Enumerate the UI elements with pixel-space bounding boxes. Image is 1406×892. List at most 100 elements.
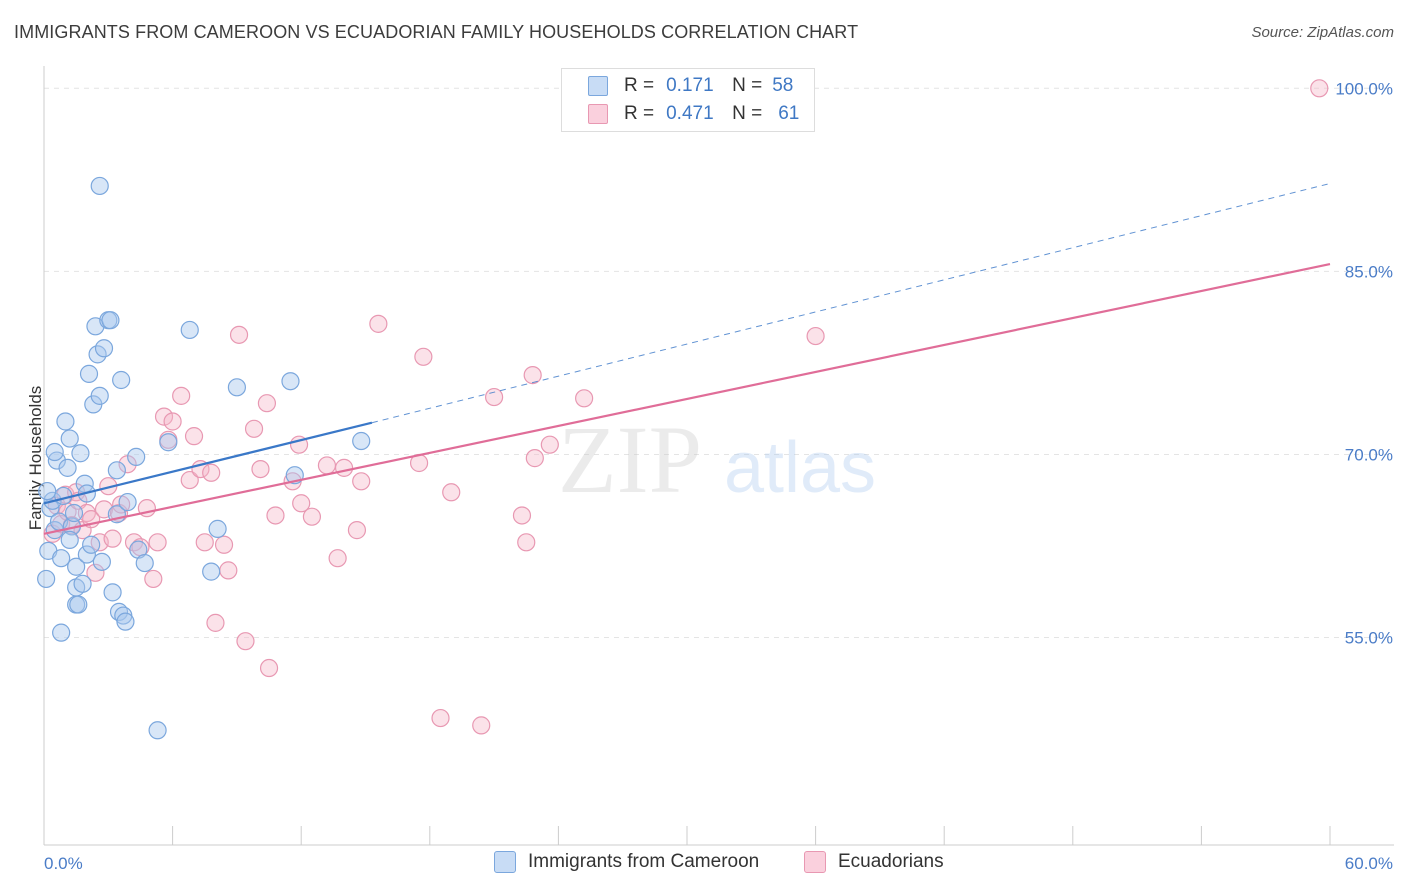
data-point-cameroon bbox=[60, 429, 79, 448]
data-point-cameroon bbox=[103, 583, 122, 602]
y-tick-label: 100.0% bbox=[1335, 79, 1393, 98]
data-point-cameroon bbox=[148, 721, 167, 740]
x-tick-label: 60.0% bbox=[1345, 854, 1393, 873]
data-point-cameroon bbox=[45, 442, 64, 462]
trend-line-cameroon bbox=[43, 421, 373, 505]
trend-lines bbox=[43, 183, 1331, 535]
legend-r-value: 0.171 bbox=[666, 75, 714, 96]
data-point-cameroon bbox=[52, 549, 71, 568]
gridlines bbox=[44, 87, 1394, 639]
data-point-ecuadorians bbox=[302, 507, 322, 526]
data-point-cameroon bbox=[60, 530, 79, 549]
data-point-cameroon bbox=[41, 499, 60, 518]
data-point-ecuadorians bbox=[442, 483, 461, 502]
legend-r-label: R = bbox=[624, 75, 655, 96]
data-point-ecuadorians bbox=[472, 716, 491, 735]
data-point-ecuadorians bbox=[517, 533, 536, 552]
y-tick-label: 85.0% bbox=[1345, 262, 1393, 281]
data-point-ecuadorians bbox=[180, 470, 199, 490]
stats-legend: R = 0.171 N = 58 R = 0.471 N = 61 bbox=[561, 68, 815, 132]
data-point-cameroon bbox=[135, 553, 154, 573]
data-point-cameroon bbox=[116, 612, 135, 631]
data-point-ecuadorians bbox=[214, 535, 234, 554]
legend-n-value: 58 bbox=[772, 75, 794, 96]
data-point-ecuadorians bbox=[266, 506, 285, 525]
data-point-cameroon bbox=[38, 481, 57, 501]
legend-label-cameroon: Immigrants from Cameroon bbox=[528, 851, 760, 872]
data-point-ecuadorians bbox=[184, 427, 204, 446]
legend-label-ecuadorians: Ecuadorians bbox=[838, 851, 944, 872]
data-point-cameroon bbox=[227, 378, 246, 397]
data-point-ecuadorians bbox=[103, 529, 122, 548]
data-point-cameroon bbox=[92, 552, 111, 571]
legend-item-ecuadorians[interactable]: Ecuadorians bbox=[804, 851, 944, 873]
data-point-ecuadorians bbox=[172, 386, 191, 405]
legend-item-cameroon[interactable]: Immigrants from Cameroon bbox=[494, 851, 759, 873]
legend-row-cameroon: R = 0.171 N = 58 bbox=[588, 75, 793, 97]
data-point-ecuadorians bbox=[219, 561, 238, 580]
data-point-ecuadorians bbox=[144, 569, 163, 589]
data-point-cameroon bbox=[101, 311, 120, 330]
y-tick-label: 55.0% bbox=[1345, 629, 1393, 648]
data-point-ecuadorians bbox=[334, 458, 354, 477]
data-point-cameroon bbox=[37, 569, 56, 589]
watermark: ZIP atlas bbox=[558, 406, 876, 513]
data-point-cameroon bbox=[67, 557, 86, 576]
legend-row-ecuadorians: R = 0.471 N = 61 bbox=[588, 103, 799, 125]
legend-r-label: R = bbox=[624, 103, 655, 124]
data-point-ecuadorians bbox=[512, 506, 532, 525]
data-point-cameroon bbox=[82, 535, 101, 554]
data-point-ecuadorians bbox=[414, 347, 433, 366]
legend-n-label: N = bbox=[732, 103, 763, 124]
legend-swatch-ecuadorians bbox=[588, 104, 608, 124]
watermark-zip: ZIP bbox=[558, 406, 702, 513]
data-point-cameroon bbox=[52, 623, 71, 642]
data-point-ecuadorians bbox=[206, 613, 225, 632]
data-point-cameroon bbox=[71, 444, 90, 463]
data-point-ecuadorians bbox=[485, 387, 504, 407]
tick-labels: 55.0% 70.0% 85.0% 100.0% 0.0% 60.0% bbox=[44, 79, 1393, 873]
source-note: Source: ZipAtlas.com bbox=[1251, 24, 1394, 41]
trend-extension-cameroon bbox=[371, 183, 1331, 424]
data-point-cameroon bbox=[58, 458, 77, 477]
data-point-cameroon bbox=[69, 595, 88, 614]
data-point-cameroon bbox=[118, 492, 137, 512]
data-point-cameroon bbox=[56, 412, 75, 431]
data-point-cameroon bbox=[79, 364, 99, 383]
chart-title: IMMIGRANTS FROM CAMEROON VS ECUADORIAN F… bbox=[14, 22, 859, 42]
x-tick-label: 0.0% bbox=[44, 854, 83, 873]
data-point-ecuadorians bbox=[251, 459, 270, 479]
data-point-ecuadorians bbox=[148, 533, 167, 552]
legend-swatch-cameroon bbox=[588, 76, 608, 96]
data-point-ecuadorians bbox=[317, 456, 337, 475]
legend-r-value: 0.471 bbox=[666, 103, 714, 124]
data-point-cameroon bbox=[352, 431, 371, 451]
cameroon-points bbox=[37, 176, 371, 740]
data-point-cameroon bbox=[94, 339, 114, 358]
data-point-ecuadorians bbox=[259, 658, 279, 678]
data-point-cameroon bbox=[281, 372, 300, 391]
data-point-ecuadorians bbox=[369, 314, 388, 333]
watermark-atlas: atlas bbox=[724, 428, 876, 508]
data-point-cameroon bbox=[208, 519, 227, 538]
data-point-ecuadorians bbox=[431, 708, 450, 728]
data-point-ecuadorians bbox=[257, 394, 277, 413]
data-point-ecuadorians bbox=[806, 326, 825, 346]
data-point-cameroon bbox=[107, 461, 126, 480]
data-point-ecuadorians bbox=[163, 412, 182, 431]
data-point-ecuadorians bbox=[195, 533, 214, 552]
data-point-cameroon bbox=[112, 370, 131, 390]
legend-swatch-cameroon bbox=[494, 851, 516, 873]
data-point-cameroon bbox=[180, 320, 199, 340]
series-legend: Immigrants from Cameroon Ecuadorians bbox=[0, 851, 1406, 877]
data-point-cameroon bbox=[159, 433, 178, 452]
data-point-cameroon bbox=[90, 386, 109, 405]
data-point-cameroon bbox=[202, 562, 221, 581]
data-point-ecuadorians bbox=[236, 632, 255, 651]
data-point-ecuadorians bbox=[202, 463, 221, 482]
data-point-ecuadorians bbox=[1310, 79, 1329, 98]
axes bbox=[43, 66, 1394, 846]
data-point-ecuadorians bbox=[575, 389, 594, 408]
data-point-ecuadorians bbox=[86, 563, 105, 582]
data-point-ecuadorians bbox=[229, 325, 249, 344]
